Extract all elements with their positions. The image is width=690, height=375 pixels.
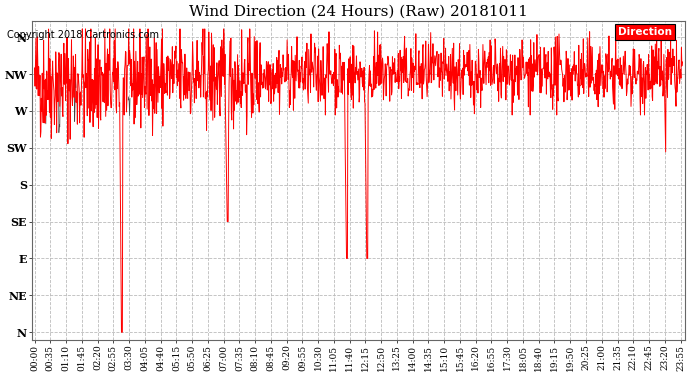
Title: Wind Direction (24 Hours) (Raw) 20181011: Wind Direction (24 Hours) (Raw) 20181011 [189, 4, 528, 18]
Text: Direction: Direction [618, 27, 672, 37]
Text: Copyright 2018 Cartronics.com: Copyright 2018 Cartronics.com [7, 30, 159, 39]
